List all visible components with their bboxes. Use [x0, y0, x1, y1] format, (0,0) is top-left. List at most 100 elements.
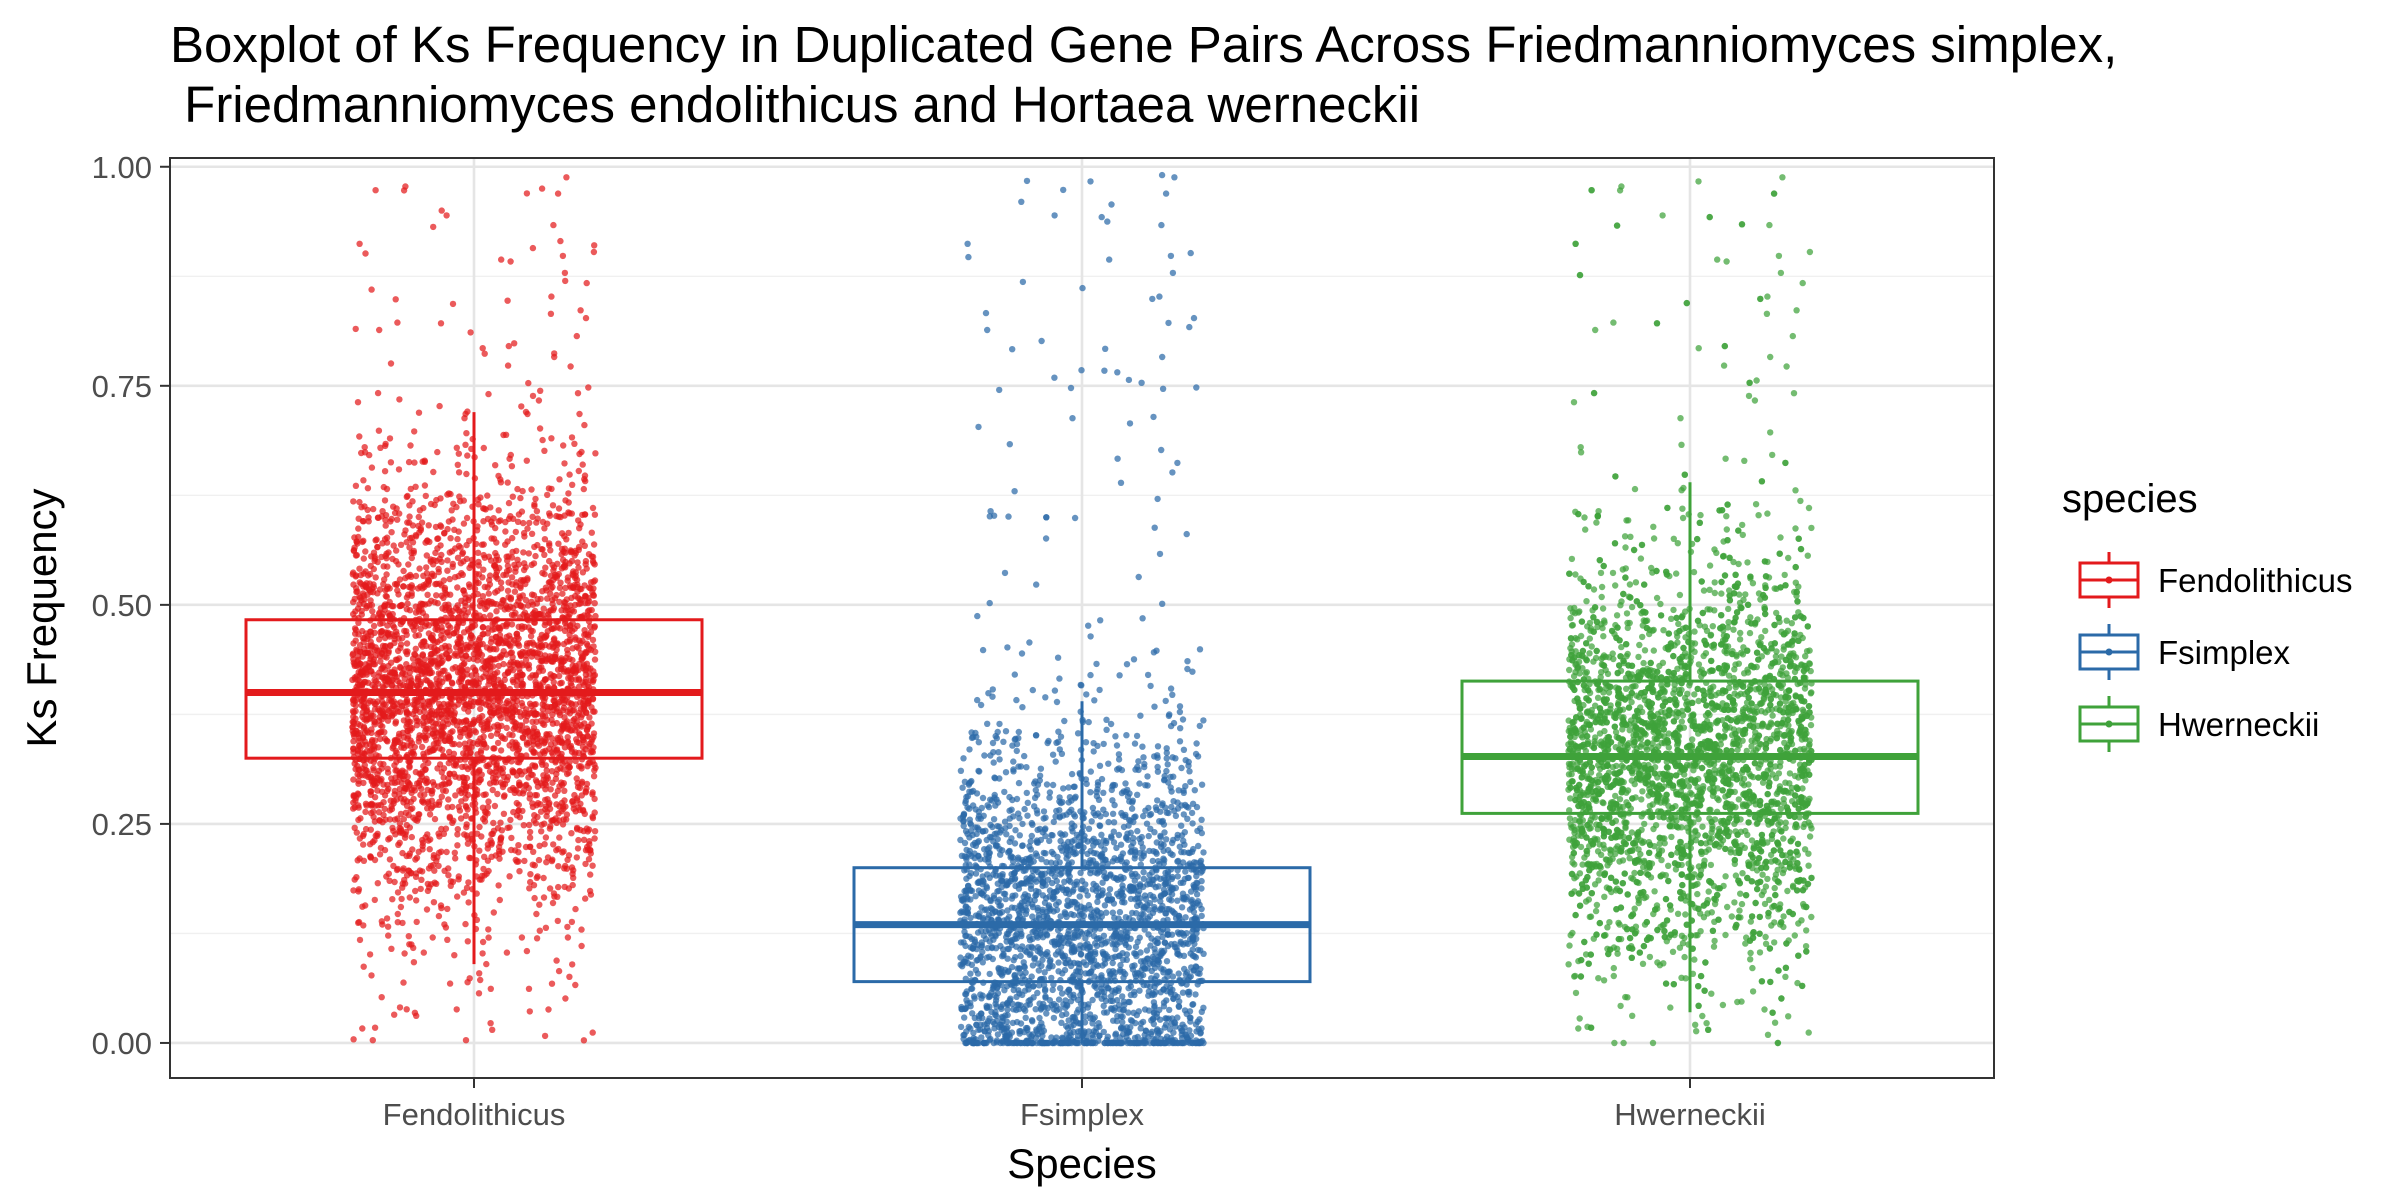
data-point: [1012, 827, 1019, 834]
data-point: [499, 783, 507, 791]
data-point: [479, 712, 486, 720]
data-point: [458, 570, 465, 577]
data-point: [356, 936, 364, 944]
data-point: [356, 601, 363, 608]
data-point: [590, 541, 598, 548]
data-point: [566, 626, 574, 633]
data-point: [1055, 959, 1062, 966]
data-point: [1088, 818, 1095, 825]
data-point: [422, 601, 429, 608]
data-point: [355, 533, 362, 541]
data-point: [525, 739, 533, 746]
data-point: [1149, 295, 1156, 303]
chart-title-line-1: Boxplot of Ks Frequency in Duplicated Ge…: [170, 16, 2117, 73]
data-point: [399, 773, 406, 780]
data-point: [434, 854, 441, 861]
data-point: [1052, 758, 1059, 765]
data-point: [585, 856, 593, 863]
data-point: [405, 811, 412, 819]
data-point: [458, 789, 465, 797]
data-point: [541, 621, 548, 629]
data-point: [554, 666, 562, 673]
data-point: [480, 724, 488, 732]
data-point: [1022, 1014, 1029, 1021]
data-point: [445, 872, 452, 879]
data-point: [1195, 842, 1202, 850]
data-point: [377, 444, 384, 451]
data-point: [417, 625, 424, 633]
data-point: [494, 790, 501, 798]
data-point: [349, 727, 356, 735]
data-point: [454, 535, 461, 543]
data-point: [539, 436, 546, 444]
data-point: [456, 741, 463, 748]
data-point: [397, 644, 404, 652]
data-point: [403, 709, 410, 716]
data-point: [514, 485, 521, 493]
data-point: [492, 573, 500, 581]
data-point: [549, 750, 556, 758]
data-point: [389, 681, 396, 689]
data-point: [561, 787, 568, 794]
data-point: [404, 600, 411, 607]
data-point: [418, 743, 426, 751]
data-point: [552, 775, 560, 782]
data-point: [373, 780, 381, 787]
data-point: [355, 777, 362, 785]
data-point: [460, 587, 467, 594]
data-point: [403, 821, 410, 829]
data-point: [388, 529, 395, 536]
data-point: [549, 856, 556, 863]
data-point: [400, 734, 408, 741]
data-point: [1105, 760, 1112, 767]
data-point: [496, 653, 504, 660]
data-point: [1049, 986, 1056, 994]
data-point: [374, 830, 381, 837]
data-point: [349, 650, 357, 657]
data-point: [1013, 747, 1020, 755]
data-point: [407, 485, 414, 493]
data-point: [559, 849, 566, 856]
data-point: [457, 815, 465, 822]
data-point: [372, 187, 379, 194]
data-point: [404, 716, 411, 723]
data-point: [1100, 1002, 1107, 1010]
data-point: [1175, 970, 1182, 977]
data-point: [480, 566, 487, 573]
data-point: [504, 698, 511, 705]
data-point: [378, 765, 385, 772]
data-point: [370, 505, 377, 513]
data-point: [413, 706, 420, 714]
data-point: [352, 325, 359, 333]
data-point: [367, 653, 375, 660]
data-point: [390, 862, 397, 870]
data-point: [1010, 768, 1017, 775]
data-point: [434, 600, 441, 607]
data-point: [423, 725, 430, 733]
data-point: [405, 933, 412, 940]
data-point: [415, 848, 422, 855]
data-point: [350, 598, 357, 606]
data-point: [427, 682, 435, 689]
data-point: [454, 669, 462, 676]
data-point: [537, 387, 544, 394]
data-point: [482, 598, 489, 605]
data-point: [466, 731, 473, 739]
data-point: [433, 496, 440, 504]
data-point: [541, 570, 548, 578]
data-point: [580, 485, 587, 493]
data-point: [495, 662, 502, 670]
data-point: [555, 863, 562, 870]
data-point: [422, 834, 429, 841]
data-point: [1109, 810, 1117, 817]
data-point: [386, 435, 394, 442]
data-point: [582, 593, 589, 600]
data-point: [362, 808, 369, 816]
data-point: [434, 535, 442, 542]
data-point: [1160, 969, 1167, 976]
data-point: [587, 891, 595, 898]
data-point: [353, 551, 360, 559]
data-point: [383, 571, 390, 578]
data-point: [520, 519, 527, 527]
data-point: [1013, 795, 1021, 803]
